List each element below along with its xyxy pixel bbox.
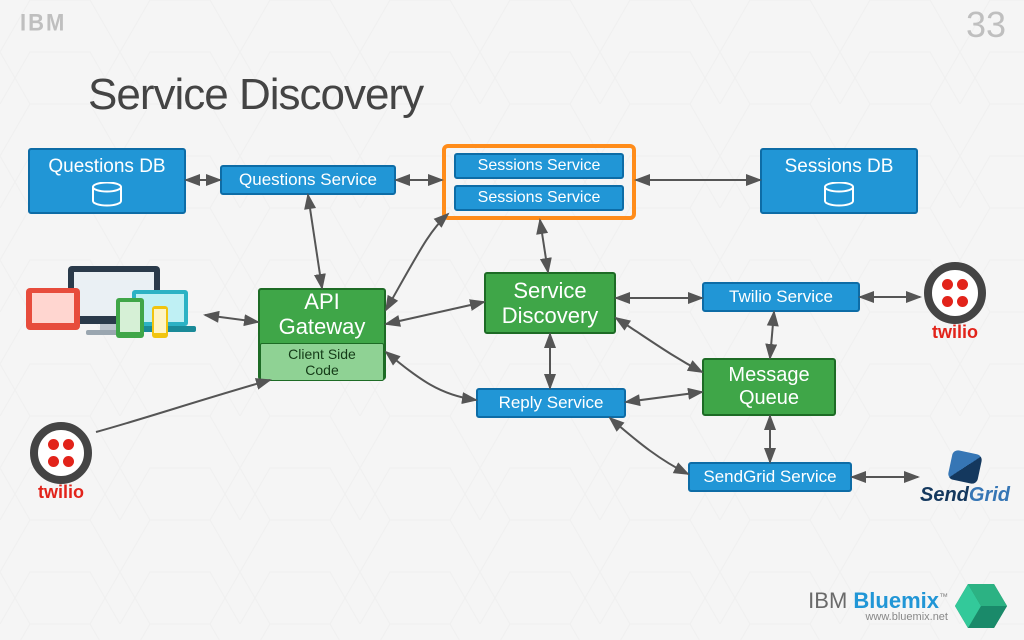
slide-number: 33 bbox=[966, 4, 1006, 46]
twilio-label: twilio bbox=[30, 482, 92, 503]
bluemix-hex-icon bbox=[954, 582, 1008, 630]
node-sendgrid-service: SendGrid Service bbox=[688, 462, 852, 492]
sendgrid-logo: SendGrid bbox=[920, 452, 1010, 507]
node-api-gateway: API GatewayClient Side Code bbox=[258, 288, 386, 380]
bluemix-footer: IBM Bluemix™ www.bluemix.net bbox=[808, 582, 1008, 630]
node-twilio-service: Twilio Service bbox=[702, 282, 860, 312]
node-reply-service: Reply Service bbox=[476, 388, 626, 418]
twilio-logo-right: twilio bbox=[924, 262, 986, 343]
twilio-logo-left: twilio bbox=[30, 422, 92, 503]
bluemix-url: www.bluemix.net bbox=[808, 612, 948, 623]
node-sessions-db: Sessions DB bbox=[760, 148, 918, 214]
client-devices-icon bbox=[20, 262, 210, 352]
node-service-discovery: Service Discovery bbox=[484, 272, 616, 334]
node-message-queue: Message Queue bbox=[702, 358, 836, 416]
node-sessions-svc-1: Sessions Service bbox=[454, 153, 624, 179]
node-sessions-svc-2: Sessions Service bbox=[454, 185, 624, 211]
node-questions-service: Questions Service bbox=[220, 165, 396, 195]
slide-content: IBM 33 Service Discovery Questions DB Que… bbox=[0, 0, 1024, 640]
twilio-label: twilio bbox=[924, 322, 986, 343]
ibm-logo: IBM bbox=[20, 9, 66, 38]
slide-title: Service Discovery bbox=[88, 70, 423, 120]
node-questions-db: Questions DB bbox=[28, 148, 186, 214]
